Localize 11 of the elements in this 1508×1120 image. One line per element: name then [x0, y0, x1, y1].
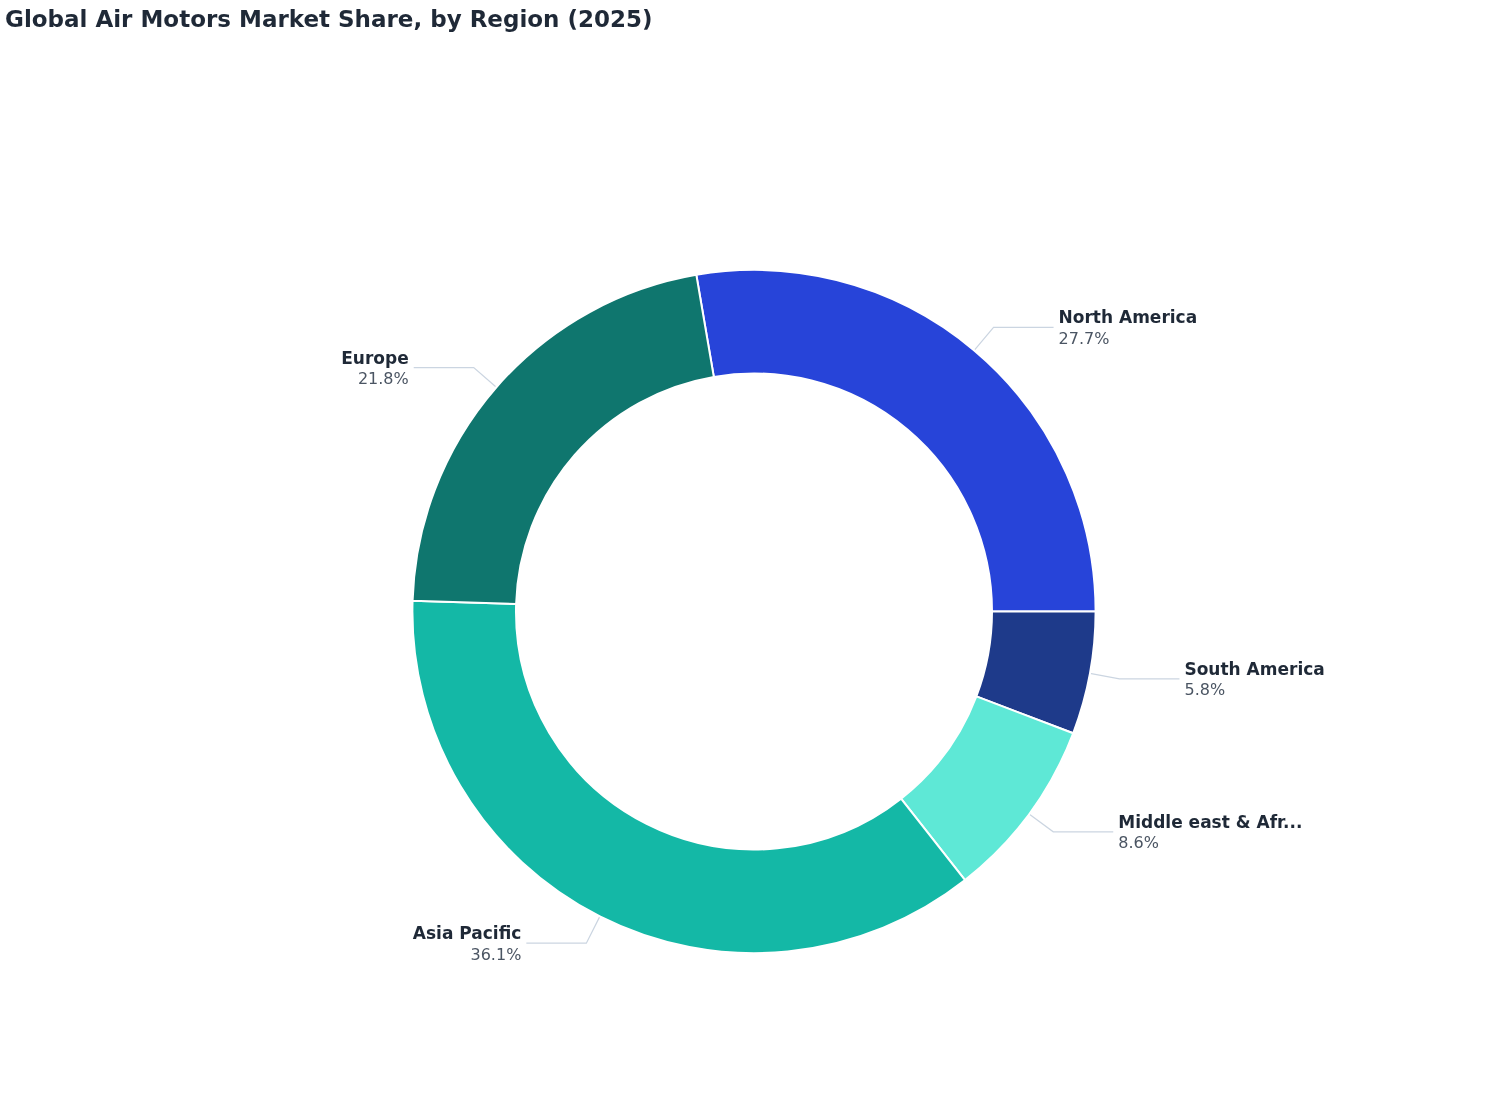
slice-label: Asia Pacific — [412, 923, 522, 944]
data-label: 27.7% — [1058, 328, 1110, 348]
slice-label: Europe — [341, 347, 409, 368]
chart-title: Global Air Motors Market Share, by Region (2025) — [5, 5, 653, 32]
data-label: 8.6% — [1118, 833, 1159, 853]
data-label: 36.1% — [470, 944, 522, 964]
data-label: 21.8% — [357, 369, 409, 389]
slice-label: North America — [1058, 307, 1198, 328]
slice-label: Middle east & Afr... — [1118, 811, 1303, 832]
data-label: 5.8% — [1184, 680, 1226, 700]
slice-label: South America — [1184, 658, 1325, 679]
